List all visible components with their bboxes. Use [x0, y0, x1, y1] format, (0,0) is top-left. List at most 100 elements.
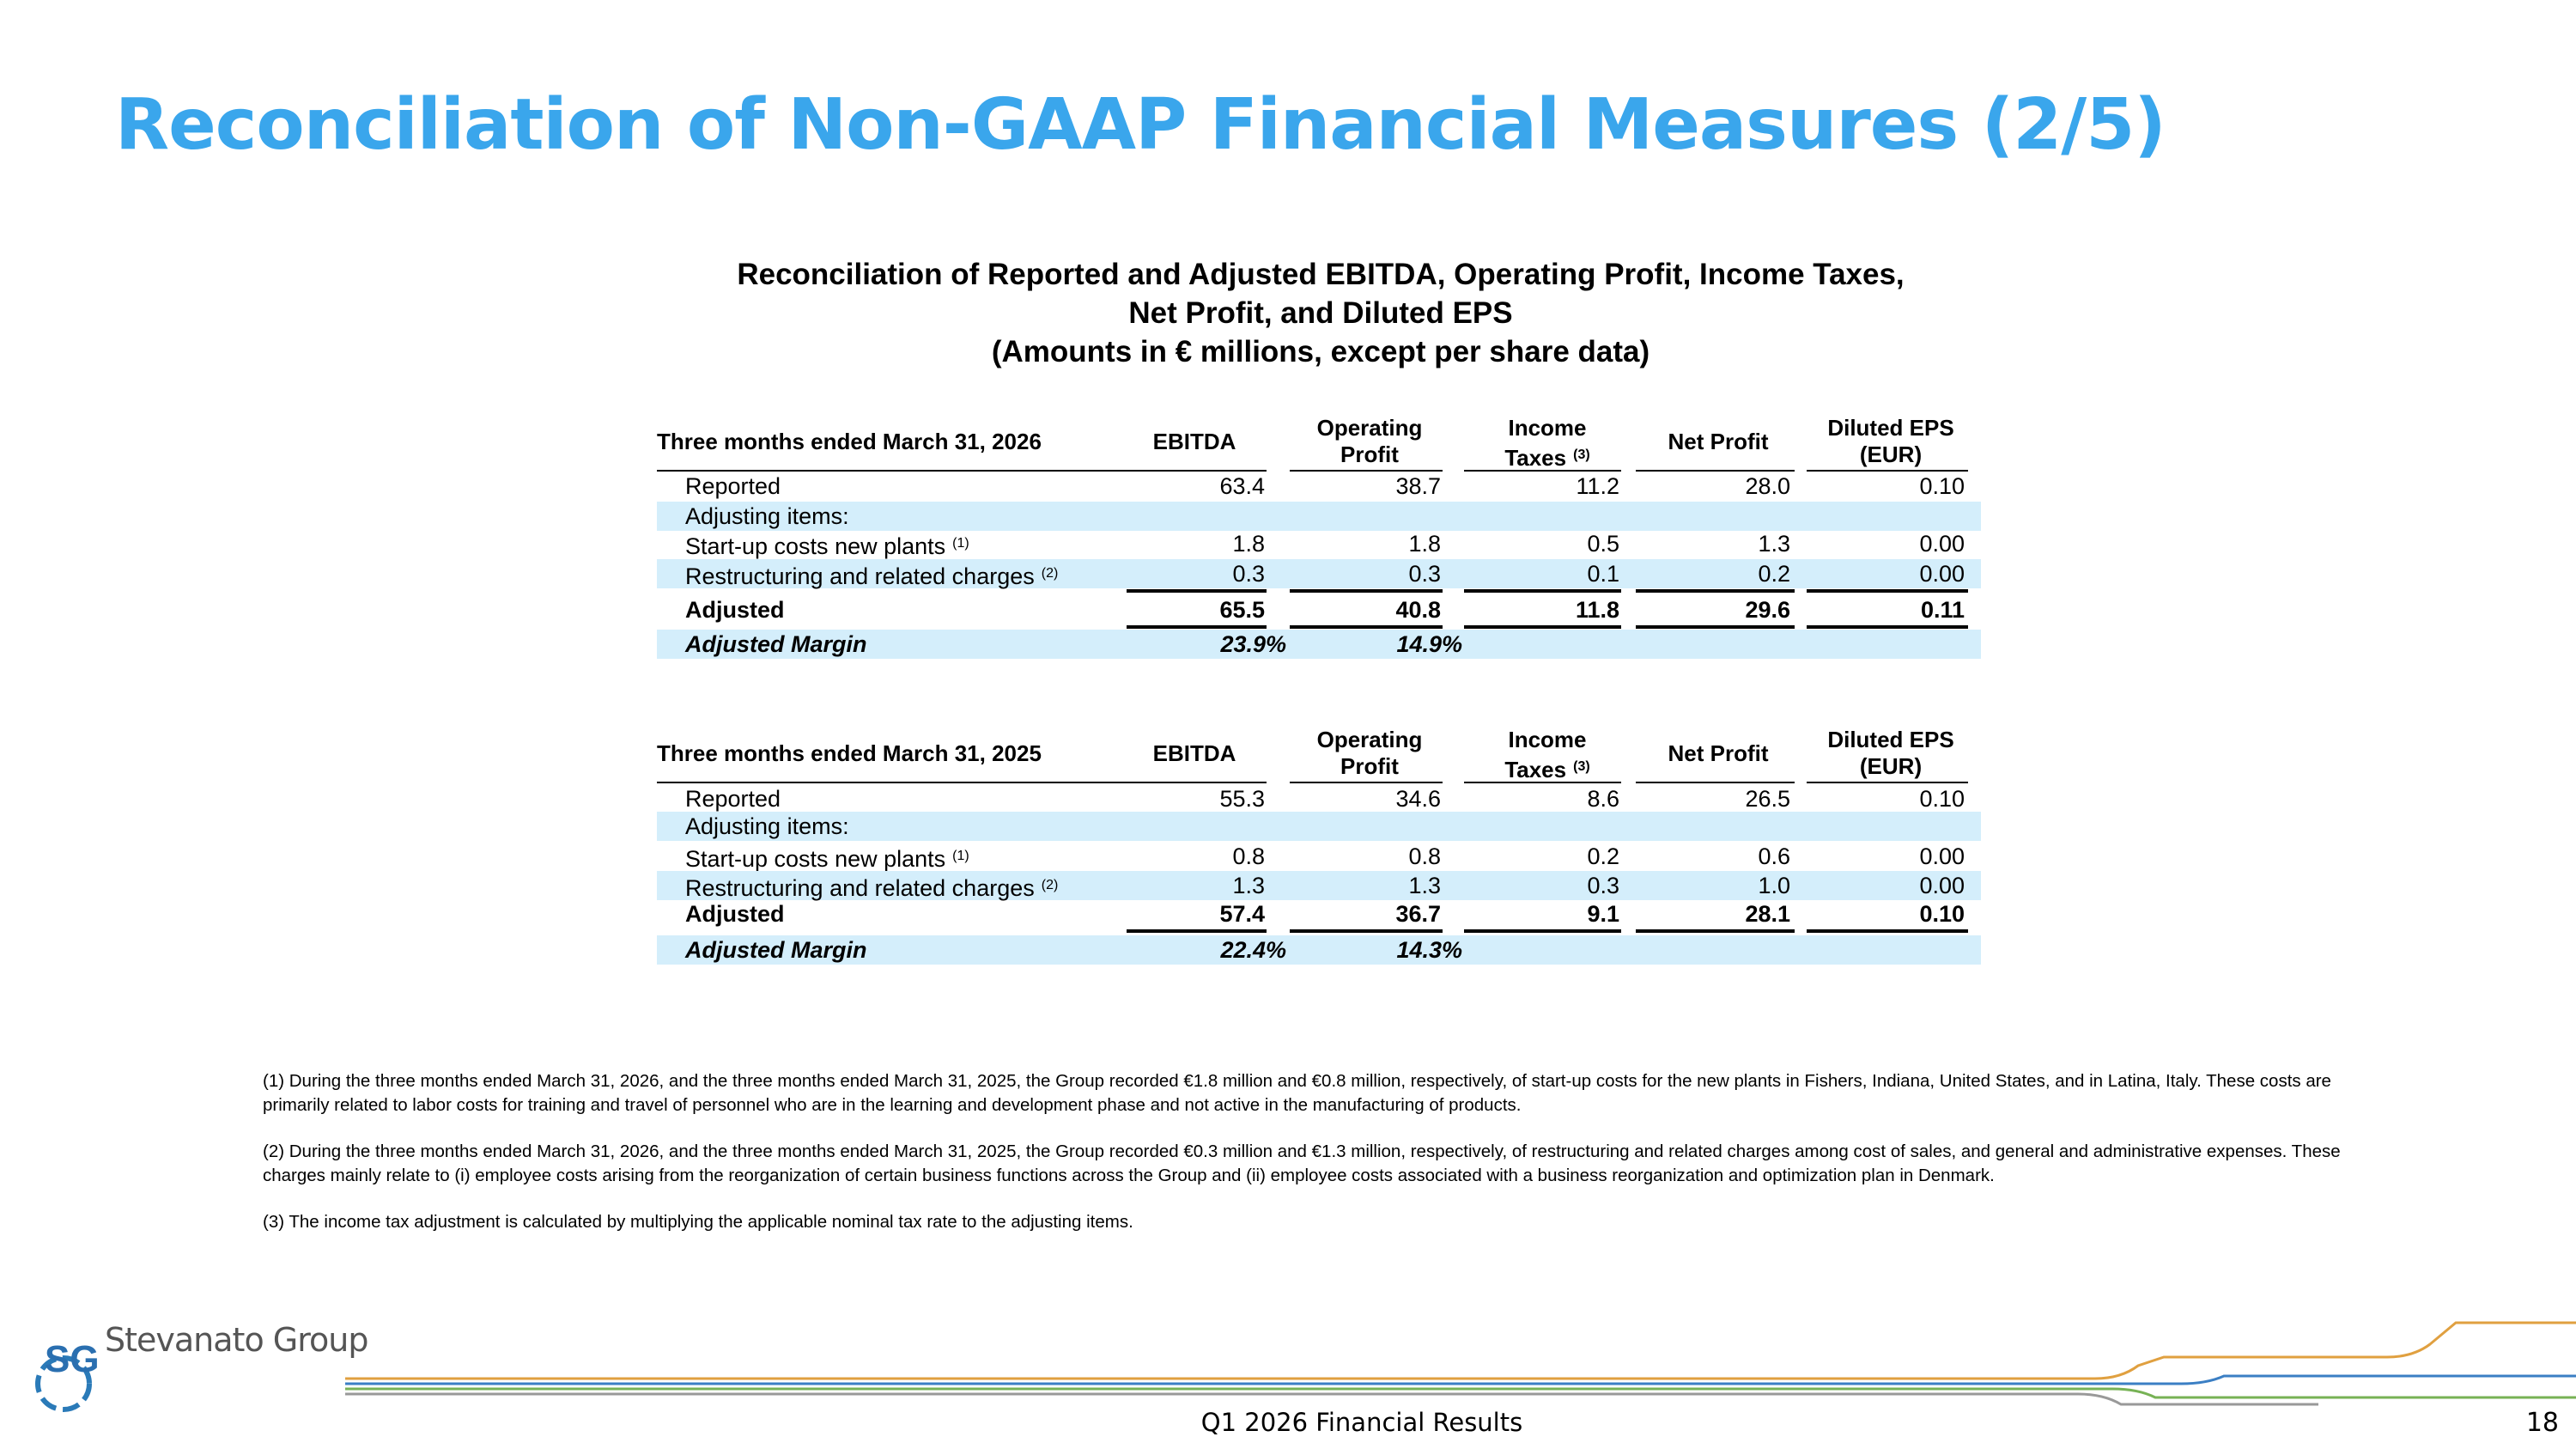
- column-header: Income Taxes (3): [1453, 727, 1642, 783]
- cell-value: 9.1: [1587, 901, 1619, 927]
- row-shade: [657, 871, 1981, 900]
- column-header: Net Profit: [1624, 740, 1813, 767]
- header-line: EBITDA: [1152, 740, 1236, 766]
- cell-value: 1.0: [1758, 873, 1790, 898]
- cell-value: 0.11: [1920, 597, 1965, 623]
- note-ref: (3): [1573, 759, 1590, 774]
- header-line: Profit: [1340, 753, 1399, 779]
- cell-value: 63.4: [1219, 473, 1265, 499]
- row-label: Start-up costs new plants (1): [685, 846, 969, 872]
- row-label: Reported: [685, 786, 781, 812]
- header-line: Income: [1508, 727, 1587, 752]
- cell-value: 0.8: [1408, 843, 1441, 869]
- row-label: Adjusted Margin: [685, 631, 867, 657]
- header-rule: [1290, 782, 1443, 783]
- column-header: Income Taxes (3): [1453, 415, 1642, 472]
- row-shade: [657, 502, 1981, 531]
- header-rule: [1290, 470, 1443, 472]
- cell-value: 1.3: [1408, 873, 1441, 898]
- cell-value: 55.3: [1219, 786, 1265, 812]
- cell-value: 1.3: [1232, 873, 1265, 898]
- note-ref: (2): [1041, 566, 1059, 581]
- column-header: Diluted EPS (EUR): [1796, 415, 1985, 468]
- cell-value: 0.00: [1919, 531, 1965, 557]
- column-header: EBITDA: [1100, 429, 1289, 455]
- period-label: Three months ended March 31, 2026: [657, 429, 1042, 454]
- cell-value: 22.4%: [1220, 937, 1286, 963]
- page-number: 18: [2525, 1408, 2559, 1438]
- cell-value: 0.3: [1587, 873, 1619, 898]
- total-rule: [1464, 589, 1621, 593]
- cell-value: 57.4: [1219, 901, 1265, 927]
- cell-value: 0.10: [1919, 786, 1965, 812]
- cell-value: 34.6: [1395, 786, 1441, 812]
- row-label: Restructuring and related charges (2): [685, 875, 1059, 901]
- cell-value: 0.00: [1919, 843, 1965, 869]
- column-header: Operating Profit: [1275, 415, 1464, 468]
- total-rule: [1127, 625, 1267, 629]
- note-ref: (2): [1041, 878, 1059, 892]
- cell-value: 28.0: [1745, 473, 1790, 499]
- header-rule: [1807, 782, 1968, 783]
- total-rule: [1464, 625, 1621, 629]
- header-line: Profit: [1340, 441, 1399, 467]
- note-ref: (1): [952, 849, 969, 863]
- note-ref: (1): [952, 536, 969, 551]
- header-line: Taxes (3): [1504, 445, 1590, 471]
- cell-value: 0.3: [1408, 561, 1441, 587]
- cell-value: 40.8: [1395, 597, 1441, 623]
- period-label: Three months ended March 31, 2025: [657, 740, 1042, 766]
- table-title: Net Profit, and Diluted EPS: [1128, 296, 1513, 330]
- cell-value: 11.2: [1576, 473, 1619, 499]
- header-rule: [1464, 782, 1621, 783]
- header-rule: [1807, 470, 1968, 472]
- cell-value: 0.10: [1919, 901, 1965, 927]
- header-line: Taxes (3): [1504, 757, 1590, 782]
- header-rule: [1464, 470, 1621, 472]
- column-header: Diluted EPS (EUR): [1796, 727, 1985, 780]
- header-line: Income: [1508, 415, 1587, 441]
- row-label: Adjusting items:: [685, 503, 849, 529]
- total-rule: [1636, 929, 1795, 933]
- cell-value: 29.6: [1745, 597, 1790, 623]
- cell-value: 0.00: [1919, 561, 1965, 587]
- row-label: Restructuring and related charges (2): [685, 563, 1059, 589]
- cell-value: 23.9%: [1220, 631, 1286, 657]
- cell-value: 65.5: [1219, 597, 1265, 623]
- logo-text: Stevanato Group: [105, 1321, 368, 1359]
- total-rule: [1290, 589, 1443, 593]
- table-title: (Amounts in € millions, except per share…: [991, 335, 1650, 368]
- header-rule: [657, 782, 1267, 783]
- row-label: Reported: [685, 473, 781, 499]
- footer-decoration: [35, 1321, 2576, 1412]
- footnote: (3) The income tax adjustment is calcula…: [263, 1212, 1133, 1232]
- cell-value: 1.8: [1408, 531, 1441, 557]
- footnote: (2) During the three months ended March …: [263, 1142, 2341, 1185]
- row-label: Adjusted Margin: [685, 937, 867, 963]
- cell-value: 8.6: [1587, 786, 1619, 812]
- cell-value: 0.1: [1587, 561, 1619, 587]
- total-rule: [1127, 589, 1267, 593]
- row-shade: [657, 559, 1981, 588]
- header-line: EBITDA: [1152, 428, 1236, 454]
- cell-value: 38.7: [1395, 473, 1441, 499]
- header-line: Net Profit: [1668, 428, 1769, 454]
- footnotes: (1) During the three months ended March …: [263, 1069, 2401, 1257]
- total-rule: [1127, 929, 1267, 933]
- header-line: Diluted EPS: [1827, 415, 1954, 441]
- column-header: EBITDA: [1100, 740, 1289, 767]
- column-header: Net Profit: [1624, 429, 1813, 455]
- total-rule: [1807, 625, 1968, 629]
- row-shade: [657, 812, 1981, 841]
- total-rule: [1464, 929, 1621, 933]
- cell-value: 0.5: [1587, 531, 1619, 557]
- cell-value: 0.3: [1232, 561, 1265, 587]
- header-line: Net Profit: [1668, 740, 1769, 766]
- row-label: Adjusted: [685, 901, 785, 927]
- total-rule: [1290, 625, 1443, 629]
- note-ref: (3): [1573, 447, 1590, 462]
- header-line: Operating: [1316, 415, 1423, 441]
- slide-title: Reconciliation of Non-GAAP Financial Mea…: [115, 84, 2166, 166]
- cell-value: 1.3: [1758, 531, 1790, 557]
